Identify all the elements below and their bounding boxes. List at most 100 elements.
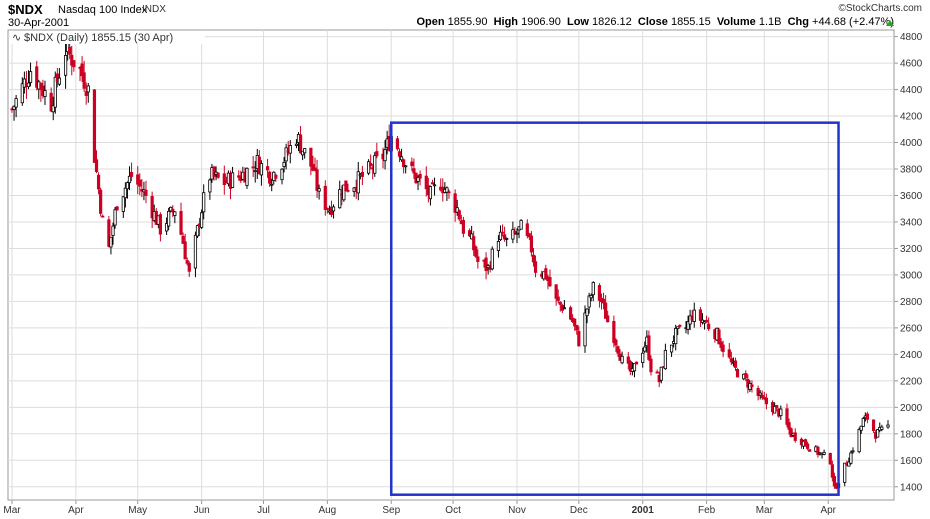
- candle-body: [575, 324, 579, 331]
- candle-body: [63, 55, 68, 76]
- candle-body: [181, 235, 185, 244]
- y-tick-label: 4000: [900, 138, 923, 149]
- candle-body: [51, 105, 55, 113]
- candle-body: [717, 329, 721, 345]
- candle-body: [558, 301, 562, 305]
- y-tick-label: 4600: [900, 59, 923, 70]
- candle-body: [735, 369, 740, 378]
- candle-body: [775, 405, 779, 409]
- candle-body: [138, 179, 142, 187]
- candle-body: [346, 189, 350, 192]
- close-label: Close: [637, 16, 668, 28]
- candle-body: [325, 208, 329, 210]
- x-tick-label: Sep: [382, 505, 400, 516]
- candle-body: [556, 296, 560, 301]
- candle-body: [525, 223, 529, 236]
- candle-body: [410, 161, 414, 167]
- candle-body: [317, 188, 321, 192]
- y-tick-label: 4200: [900, 112, 923, 123]
- candle-body: [127, 175, 132, 184]
- candle-body: [461, 220, 465, 234]
- candle-body: [531, 254, 536, 263]
- candle-body: [577, 331, 581, 347]
- x-tick-label: Nov: [508, 505, 526, 516]
- high-value: 1906.90: [521, 16, 561, 28]
- candle-body: [729, 358, 733, 363]
- candle-body: [230, 172, 235, 188]
- candle-body: [476, 256, 480, 262]
- plot-area: [7, 29, 895, 501]
- candle-body: [606, 315, 610, 323]
- candle-body: [111, 225, 115, 236]
- y-tick-label: 2600: [900, 323, 923, 334]
- x-tick-label: Apr: [68, 505, 84, 516]
- candle-body: [472, 236, 476, 251]
- candle-body: [589, 294, 593, 299]
- y-tick-label: 3600: [900, 191, 923, 202]
- candle-body: [288, 145, 292, 154]
- candle-body: [94, 159, 99, 172]
- candle-body: [880, 426, 884, 430]
- candle-body: [861, 418, 865, 427]
- candle-body: [634, 361, 639, 365]
- candle-body: [655, 371, 659, 374]
- candle-body: [641, 352, 645, 364]
- candle-body: [84, 91, 88, 96]
- candle-body: [313, 167, 317, 170]
- candle-body: [445, 187, 449, 193]
- candle-body: [676, 326, 680, 330]
- candle-body: [251, 166, 255, 169]
- candle-body: [707, 323, 711, 330]
- candle-body: [268, 171, 272, 184]
- candle-body: [311, 164, 315, 171]
- candle-body: [649, 358, 653, 373]
- candle-body: [68, 46, 72, 55]
- candle-body: [265, 166, 270, 171]
- x-tick-label: Jul: [257, 505, 270, 516]
- exchange: INDX: [142, 4, 166, 15]
- candle-body: [597, 285, 602, 301]
- candle-body: [356, 171, 360, 194]
- candle-body: [616, 346, 620, 354]
- candle-body: [568, 307, 573, 320]
- candle-body: [453, 193, 457, 213]
- candle-body: [808, 449, 812, 452]
- candle-body: [529, 235, 534, 253]
- candle-body: [72, 60, 76, 68]
- candle-body: [490, 248, 494, 270]
- candle-body: [626, 356, 630, 364]
- candle-body: [614, 339, 618, 346]
- candle-body: [20, 83, 24, 104]
- high-label: High: [493, 16, 519, 28]
- candle-body: [14, 98, 18, 108]
- candle-body: [123, 187, 127, 199]
- volume-value: 1.1B: [758, 16, 782, 28]
- candle-body: [871, 419, 876, 431]
- candle-body: [150, 196, 154, 219]
- legend-bg: [10, 31, 205, 44]
- candle-body: [344, 180, 348, 192]
- candle-body: [26, 82, 31, 88]
- candle-body: [843, 462, 847, 483]
- x-tick-label: Dec: [570, 505, 588, 516]
- credit-link[interactable]: ©StockCharts.com: [838, 3, 922, 14]
- candle-body: [315, 169, 319, 191]
- candle-body: [338, 189, 342, 209]
- candle-body: [744, 373, 748, 379]
- candle-body: [428, 186, 433, 200]
- y-tick-label: 3400: [900, 217, 923, 228]
- candle-body: [865, 413, 869, 420]
- candle-body: [816, 446, 820, 455]
- candle-body: [12, 105, 16, 110]
- candle-body: [121, 196, 125, 212]
- candle-body: [467, 230, 472, 237]
- candle-body: [484, 257, 488, 271]
- candle-body: [573, 318, 577, 327]
- candle-body: [857, 429, 861, 453]
- candle-body: [383, 149, 387, 162]
- candle-body: [22, 78, 26, 88]
- candle-body: [129, 171, 134, 177]
- candle-body: [164, 223, 169, 232]
- y-tick-label: 1800: [900, 429, 923, 440]
